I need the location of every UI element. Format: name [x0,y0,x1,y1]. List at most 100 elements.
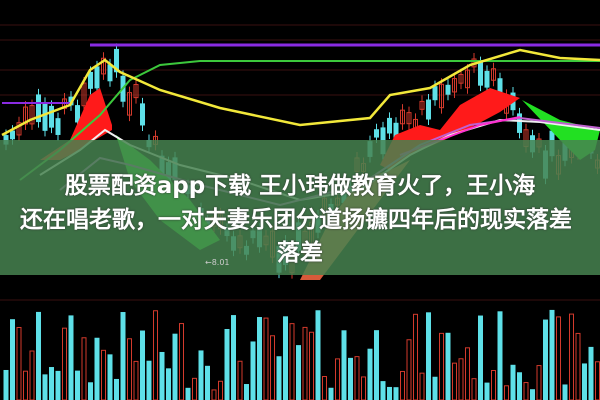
candle-body [75,105,80,123]
volume-bar [166,368,171,400]
volume-bar [159,351,165,400]
volume-bar [374,330,379,400]
price-annotation: ←8.01 [205,258,230,267]
volume-bar [426,312,431,400]
volume-bar [380,381,386,400]
candle-body [374,129,379,138]
volume-bar [94,337,100,400]
volume-bar [309,331,314,400]
volume-bar [185,387,191,400]
volume-bar [289,323,295,400]
volume-bar [302,326,308,400]
headline-line-1: 股票配资app下载 王小玮做教育火了，王小海 [64,173,536,199]
volume-bar [270,335,275,400]
volume-bar [413,313,418,400]
volume-bar [562,384,568,400]
volume-bar [543,319,548,400]
volume-bar [127,338,132,400]
volume-bar [114,378,119,400]
volume-bar [387,386,392,400]
volume-bar [218,380,223,400]
candle-body [29,105,35,125]
volume-bar [81,337,87,400]
volume-bar [231,315,236,400]
volume-bar [198,350,204,400]
volume-bar [478,315,483,400]
volume-bar [140,330,145,400]
candle-body [426,99,431,120]
volume-bar [263,317,269,400]
candle-body [465,69,470,89]
volume-bar [361,376,366,400]
candle-body [55,118,61,135]
candle-body [445,84,451,95]
volume-bar [335,358,340,400]
volume-bar [36,311,41,400]
candle-body [406,112,412,125]
volume-bar [10,319,15,400]
volume-bar [348,357,353,400]
candle-body [101,57,106,75]
candle-body [94,66,100,89]
volume-bar [257,317,262,400]
volume-bar [588,346,594,400]
volume-bar [582,363,587,400]
volume-bar [523,382,529,400]
headline-line-2: 还在唱老歌，一对夫妻乐团分道扬镳四年后的现实落差 [20,207,572,233]
candle-body [81,82,87,107]
candle-body [127,92,132,116]
volume-bar [328,387,334,400]
volume-bar [205,365,210,400]
volume-bar [315,310,321,400]
volume-bar [595,361,600,400]
volume-bar [42,374,48,400]
volume-bar [88,382,93,400]
volume-bar [120,312,126,400]
volume-bar [504,385,509,400]
volume-bar [458,358,464,400]
volume-bar [465,347,470,400]
volume-bar [23,370,28,400]
volume-bar [484,382,490,400]
candle-body [400,109,405,125]
candle-body [432,86,438,101]
candle-body [16,122,22,136]
volume-bar [569,313,574,400]
volume-bar [419,372,425,400]
volume-bar [107,354,113,400]
volume-bar [49,367,54,400]
volume-bar [172,333,178,400]
candle-body [88,71,93,89]
volume-bar [497,311,503,400]
volume-bar [354,356,360,400]
candle-body [49,105,54,128]
candle-body [140,103,145,126]
candle-body [133,83,139,99]
volume-bar [452,362,457,400]
candle-body [484,70,490,88]
headline-line-3: 落差 [277,240,323,266]
volume-bar [491,370,496,400]
volume-bar [250,341,256,400]
volume-bar [400,370,405,400]
volume-bar [3,369,9,400]
ma-line-yellow [1,48,600,137]
volume-bar [101,349,106,400]
volume-bar [530,389,535,400]
volume-bar [153,310,158,400]
volume-bar [432,376,438,400]
volume-bar [322,376,327,400]
volume-bar [536,365,542,400]
volume-bar [244,384,249,400]
candle-body [458,73,464,84]
candle-body [10,130,15,140]
volume-bar [341,330,347,400]
volume-bar [133,360,139,400]
volume-bar [179,323,184,400]
volume-bar [276,356,282,400]
volume-bar [146,360,152,400]
candle-body [452,78,457,93]
volume-bar [367,348,373,400]
volume-bar [75,370,80,400]
